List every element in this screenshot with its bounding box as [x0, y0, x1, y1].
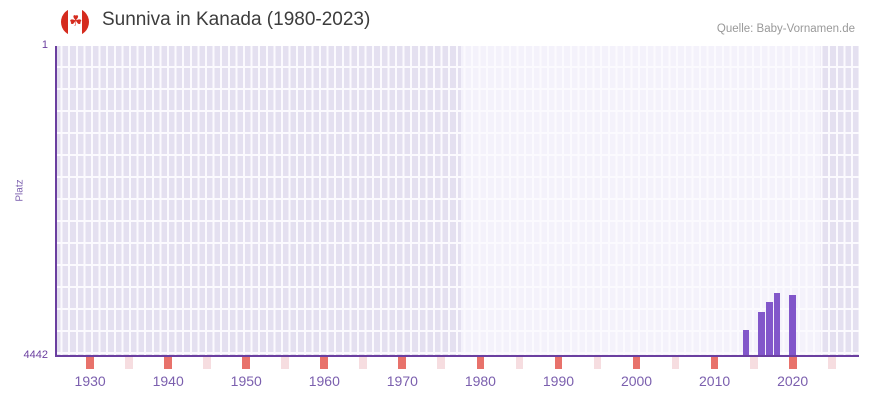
x-tick-major: [242, 357, 251, 369]
x-axis-tick-label: 1960: [308, 373, 340, 389]
x-tick-minor: [125, 357, 134, 369]
x-axis-line: [55, 355, 859, 357]
x-tick-minor: [515, 357, 524, 369]
flag-band-right: [82, 8, 89, 36]
x-axis-tick-label: 1930: [74, 373, 106, 389]
x-axis-tick-label: 1970: [386, 373, 418, 389]
x-tick-major: [554, 357, 563, 369]
maple-leaf-icon: ☘: [69, 13, 83, 30]
canada-flag-icon: ☘: [61, 8, 89, 36]
x-axis-tick-label: 1940: [152, 373, 184, 389]
x-tick-minor: [281, 357, 290, 369]
x-tick-minor: [437, 357, 446, 369]
source-attribution: Quelle: Baby-Vornamen.de: [716, 23, 855, 35]
x-tick-major: [788, 357, 797, 369]
x-tick-minor: [593, 357, 602, 369]
page-title: Sunniva in Kanada (1980-2023): [102, 9, 371, 30]
x-axis-tick-label: 2010: [699, 373, 731, 389]
x-axis-tick-label: 1950: [230, 373, 262, 389]
x-tick-minor: [827, 357, 836, 369]
x-tick-major: [320, 357, 329, 369]
x-tick-major: [164, 357, 173, 369]
x-tick-major: [86, 357, 95, 369]
y-axis-line: [55, 46, 57, 356]
x-tick-major: [398, 357, 407, 369]
x-tick-minor: [671, 357, 680, 369]
y-axis-bottom-label: 4442: [23, 349, 48, 361]
chart-header: ☘ Sunniva in Kanada (1980-2023) Quelle: …: [0, 0, 873, 44]
y-axis-title: Platz: [14, 179, 26, 202]
x-axis-tick-label: 1980: [464, 373, 496, 389]
bar: [765, 302, 773, 355]
x-tick-minor: [359, 357, 368, 369]
bar: [742, 330, 750, 355]
x-axis-tick-label: 1990: [542, 373, 575, 389]
bar: [773, 293, 781, 355]
plot-area: [55, 46, 859, 355]
bar-series: [55, 46, 859, 355]
bar: [789, 295, 796, 355]
y-axis-top-label: 1: [41, 39, 48, 51]
x-tick-major: [710, 357, 719, 369]
x-tick-minor: [749, 357, 758, 369]
x-tick-minor: [203, 357, 212, 369]
x-axis-ticks: [55, 357, 859, 369]
grid-lines: [55, 46, 859, 355]
x-axis-tick-label: 2020: [777, 373, 809, 389]
flag-band-left: [61, 8, 68, 36]
bar: [758, 312, 765, 355]
x-tick-major: [632, 357, 641, 369]
x-axis-tick-label: 2000: [620, 373, 653, 389]
x-tick-major: [476, 357, 485, 369]
